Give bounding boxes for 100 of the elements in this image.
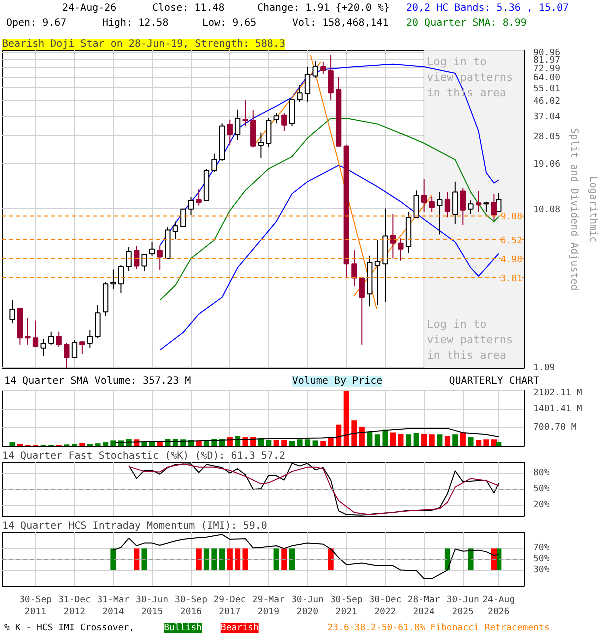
bar — [304, 440, 311, 446]
bar — [437, 434, 443, 446]
candlestick — [40, 338, 46, 357]
bar — [336, 424, 342, 446]
x-tick-label: 30-Jun 2015 — [136, 596, 169, 618]
candlestick — [444, 192, 451, 218]
candlestick — [180, 208, 186, 228]
text: Bullish — [164, 624, 202, 634]
candlestick — [460, 188, 466, 226]
bar — [460, 432, 466, 446]
candlestick — [64, 343, 70, 368]
ref-line-label: 6.52 — [500, 236, 523, 246]
y-tick-label: 81.97 — [534, 56, 561, 66]
bar — [382, 430, 388, 446]
bar — [297, 440, 303, 446]
chart-title: Bearish Doji Star on 28-Jun-19, Strength: 588.3 — [2, 39, 286, 50]
x-tick-label: 31-Dec 2012 — [58, 596, 92, 618]
bar — [414, 433, 420, 446]
candlestick — [452, 181, 458, 225]
text: Change: 1.91 {+20.0 %} — [258, 3, 390, 14]
candlestick — [398, 238, 404, 262]
candlestick — [242, 100, 248, 127]
text: Volume By Price — [292, 376, 383, 387]
bar — [468, 438, 474, 446]
candlestick — [468, 200, 474, 215]
chart-title: 14 Quarter SMA Volume: 357.23 M — [4, 376, 192, 387]
bar — [491, 440, 497, 446]
bar — [406, 434, 412, 446]
bar — [374, 434, 380, 446]
x-tick-label: 30-Jun 2020 — [291, 596, 324, 618]
text: High: 12.58 — [102, 18, 169, 29]
candlestick — [56, 331, 62, 348]
bar — [312, 440, 318, 446]
candlestick — [390, 214, 396, 260]
candlestick — [328, 54, 334, 101]
candlestick — [87, 330, 93, 349]
bar — [367, 432, 373, 446]
x-tick-label: 30-Sep 2016 — [174, 596, 208, 618]
bar — [10, 442, 16, 446]
text: Bearish — [220, 624, 259, 634]
candlestick — [484, 201, 490, 213]
bar — [320, 441, 326, 446]
bar — [328, 438, 334, 446]
bar — [110, 440, 116, 446]
candlestick — [266, 118, 272, 148]
bar — [274, 440, 280, 446]
text: 23.6-38.2-50-61.8% Fibonacci Retracements — [328, 624, 550, 634]
candlestick — [188, 197, 194, 216]
bar — [196, 441, 202, 446]
x-tick-label: 30-Dec 2022 — [369, 596, 402, 618]
text: Low: 9.65 — [202, 18, 257, 29]
line-series — [160, 118, 500, 301]
y-tick-label: 1.09 — [534, 364, 556, 374]
chart-title: 14 Quarter HCS Intraday Momentum (IMI): 59.0 — [2, 521, 268, 532]
text: Vol: 158,468,141 — [292, 18, 389, 29]
y-tick-label: 28.05 — [534, 132, 561, 142]
x-tick-label: 29-Dec 2017 — [214, 596, 246, 618]
bar — [484, 440, 490, 446]
bar — [289, 441, 296, 446]
y-tick-label: 55.01 — [534, 84, 561, 94]
candlestick — [172, 221, 179, 240]
y-tick-label: 2102.11 M — [534, 388, 583, 398]
bar — [422, 434, 428, 446]
y-tick-label: 10.08 — [534, 205, 561, 216]
y-tick-label: 19.06 — [534, 160, 561, 170]
candlestick — [95, 304, 101, 340]
candlestick — [157, 245, 163, 271]
candlestick — [10, 300, 16, 324]
ref-line-label: 3.81 — [500, 274, 523, 285]
y-tick-label: 37.04 — [534, 112, 561, 123]
candlestick — [414, 190, 420, 218]
bar — [80, 443, 86, 446]
y-tick-label: 700.70 M — [534, 422, 578, 433]
candlestick — [234, 109, 241, 141]
candlestick — [282, 112, 288, 132]
candlestick — [274, 112, 280, 124]
y-tick-label: 20% — [534, 500, 550, 511]
bar — [398, 434, 404, 446]
bar — [444, 436, 451, 446]
x-tick-label: 30-Sep 2011 — [20, 596, 52, 618]
ref-line-label: 9.08 — [500, 212, 523, 223]
candlestick — [491, 194, 498, 221]
candlestick — [48, 331, 54, 346]
candlestick — [359, 276, 365, 346]
y-tick-label: 70% — [534, 544, 550, 554]
candlestick — [196, 188, 202, 206]
candlestick — [126, 246, 132, 272]
chart-title: 14 Quarter Fast Stochastic (%K) (%D): 61.3 57.2 — [2, 451, 286, 462]
x-tick-label: 30-Sep 2021 — [330, 596, 363, 618]
y-tick-label: 50% — [534, 484, 550, 494]
candlestick — [110, 269, 116, 290]
text: Logarithmic — [588, 176, 598, 243]
bar — [359, 426, 365, 446]
text: QUARTERLY CHART — [449, 376, 540, 387]
bar — [496, 442, 502, 446]
candlestick — [304, 66, 311, 103]
y-tick-label: 1401.41 M — [534, 404, 583, 414]
text: Close: 11.48 — [152, 3, 225, 14]
y-tick-label: 50% — [534, 554, 550, 564]
bar — [429, 434, 435, 446]
